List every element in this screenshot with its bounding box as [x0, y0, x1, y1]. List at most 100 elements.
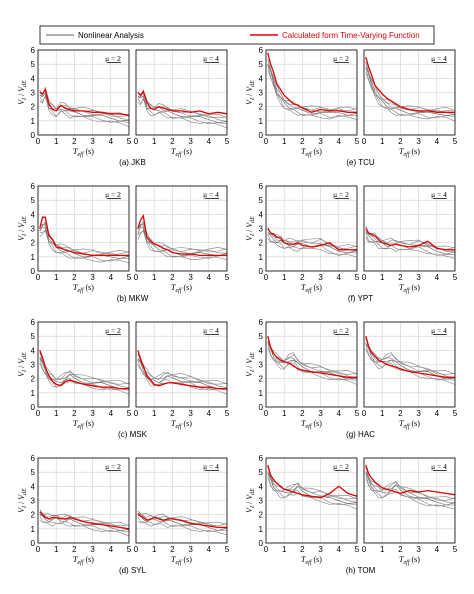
series-line-nonlinear: [39, 92, 130, 122]
y-tick-label: 0: [259, 403, 264, 412]
y-tick-label: 0: [31, 131, 36, 140]
mu-label: μ = 4: [203, 190, 219, 199]
mu-label: μ = 4: [203, 326, 219, 335]
mu-label: μ = 2: [105, 326, 121, 335]
x-tick-label: 5: [225, 273, 230, 282]
series-line-nonlinear: [267, 64, 358, 116]
x-tick-label: 5: [355, 409, 360, 418]
series-line-nonlinear: [267, 471, 358, 503]
plot-frame: [135, 185, 228, 272]
y-tick-label: 4: [31, 210, 36, 219]
panel-caption: (h) TOM: [346, 566, 376, 575]
y-tick-label: 4: [259, 482, 264, 491]
mu-label: μ = 4: [431, 190, 447, 199]
x-tick-label: 4: [207, 273, 212, 282]
y-tick-label: 4: [31, 74, 36, 83]
x-tick-label: 2: [398, 273, 403, 282]
x-tick-label: 2: [170, 545, 175, 554]
series-line-nonlinear: [365, 472, 456, 506]
x-tick-label: 4: [435, 273, 440, 282]
x-tick-label: 3: [188, 545, 193, 554]
x-tick-label: 5: [127, 409, 132, 418]
series-line-nonlinear: [365, 338, 456, 375]
mu-label-box: [425, 189, 452, 199]
mu-label: μ = 4: [203, 54, 219, 63]
mu-label: μ = 4: [431, 54, 447, 63]
x-tick-label: 1: [380, 409, 385, 418]
series-line-nonlinear: [365, 471, 456, 503]
x-tick-label: 0: [134, 137, 139, 146]
mu-label: μ = 2: [105, 190, 121, 199]
series-line-nonlinear: [137, 226, 228, 257]
y-tick-label: 5: [31, 468, 36, 477]
panel-caption: (e) TCU: [346, 158, 375, 167]
y-tick-label: 6: [259, 318, 264, 327]
y-axis-label-sub: dE: [250, 352, 256, 359]
x-axis-label-unit: (s): [84, 283, 95, 292]
y-tick-label: 0: [259, 539, 264, 548]
panel-caption: (f) YPT: [348, 294, 373, 303]
x-axis-label-main: T: [399, 147, 404, 156]
y-tick-label: 0: [31, 267, 36, 276]
y-axis-label-sub: dE: [250, 488, 256, 495]
panel-caption: (b) MKW: [117, 294, 149, 303]
y-axis-label-main: V: [245, 507, 254, 513]
mu-label-box: [99, 325, 126, 335]
mu-label: μ = 2: [105, 462, 121, 471]
plot-frame: [265, 49, 358, 136]
y-tick-label: 6: [259, 182, 264, 191]
x-tick-label: 4: [337, 409, 342, 418]
mu-label: μ = 2: [333, 54, 349, 63]
series-line-calculated: [39, 88, 130, 116]
y-tick-label: 3: [31, 361, 36, 370]
y-axis-label-main: V: [245, 222, 254, 228]
mu-label: μ = 4: [203, 462, 219, 471]
series-line-nonlinear: [39, 519, 130, 537]
x-tick-label: 1: [54, 545, 59, 554]
y-tick-label: 3: [259, 361, 264, 370]
x-axis-label-unit: (s): [410, 283, 421, 292]
series-line-nonlinear: [39, 352, 130, 385]
legend: Nonlinear Analysis Calculated form Time-…: [39, 25, 435, 45]
y-tick-label: 1: [259, 525, 264, 534]
y-axis-label-sub: I: [250, 505, 256, 509]
x-axis-label-sub: eff: [404, 287, 411, 294]
panel-caption: (a) JKB: [119, 158, 146, 167]
series-line-nonlinear: [267, 336, 358, 375]
series-line-calculated: [267, 52, 357, 113]
y-axis-label: VI / VdE: [17, 80, 28, 105]
plot-frame: [135, 457, 228, 544]
plot-frame: [265, 185, 358, 272]
x-tick-label: 0: [264, 273, 269, 282]
x-tick-label: 1: [282, 409, 287, 418]
x-tick-label: 4: [109, 409, 114, 418]
series-line-calculated: [365, 56, 455, 113]
x-tick-label: 1: [54, 137, 59, 146]
x-axis-label-sub: eff: [404, 423, 411, 430]
x-tick-label: 0: [134, 545, 139, 554]
mu-label-box: [99, 189, 126, 199]
x-tick-label: 0: [36, 137, 41, 146]
mu-label-box: [197, 461, 224, 471]
series-line-calculated: [365, 336, 455, 378]
x-tick-label: 0: [36, 273, 41, 282]
mu-label-box: [327, 53, 354, 63]
mu-label-box: [99, 53, 126, 63]
y-axis-label: VI / VdE: [245, 352, 256, 377]
series-line-nonlinear: [267, 69, 358, 120]
mu-label: μ = 2: [333, 462, 349, 471]
x-tick-label: 3: [416, 273, 421, 282]
x-axis-label-main: T: [73, 419, 78, 428]
series-line-calculated: [267, 228, 357, 251]
y-axis-label-sub: dE: [22, 216, 28, 223]
series-line-nonlinear: [365, 72, 456, 122]
x-tick-label: 1: [152, 545, 157, 554]
y-axis-label-main: V: [245, 235, 254, 241]
y-tick-label: 2: [31, 103, 36, 112]
x-tick-label: 3: [318, 273, 323, 282]
x-tick-label: 1: [282, 273, 287, 282]
y-tick-label: 6: [31, 454, 36, 463]
